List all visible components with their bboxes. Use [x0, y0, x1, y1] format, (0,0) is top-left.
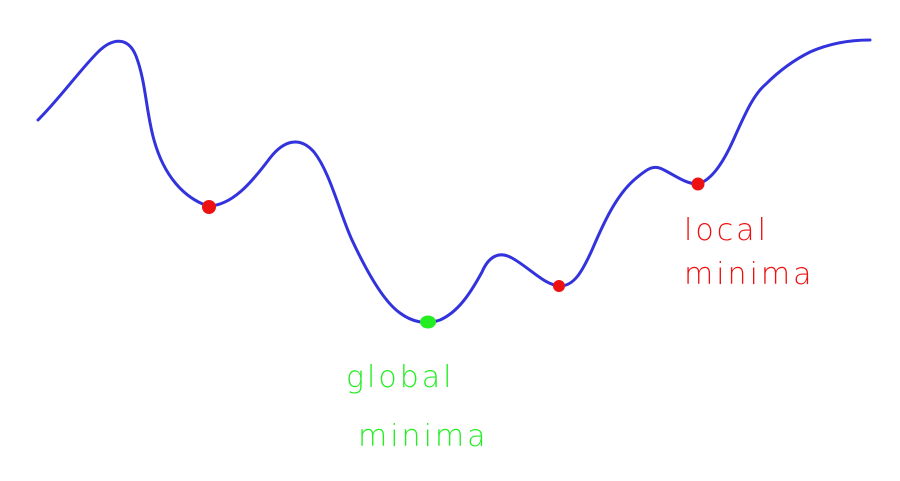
local-minimum-marker-3 — [691, 177, 705, 191]
global-label-line2: minima — [358, 419, 489, 454]
local-minima-label: local minima — [684, 213, 815, 292]
local-label-line1: local — [684, 213, 769, 248]
global-minimum-marker — [420, 315, 436, 329]
local-minimum-marker-2 — [553, 280, 565, 292]
local-label-line2: minima — [684, 257, 815, 292]
global-minima-label: global minima — [346, 360, 489, 454]
loss-curve — [36, 38, 872, 324]
local-minimum-marker-1 — [202, 200, 216, 214]
global-label-line1: global — [346, 360, 454, 395]
